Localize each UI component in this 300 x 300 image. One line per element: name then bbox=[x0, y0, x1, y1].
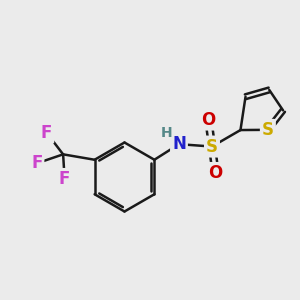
Text: S: S bbox=[262, 121, 274, 139]
Text: F: F bbox=[59, 170, 70, 188]
Text: F: F bbox=[41, 124, 52, 142]
Text: H: H bbox=[160, 126, 172, 140]
Text: O: O bbox=[208, 164, 223, 182]
Text: F: F bbox=[31, 154, 42, 172]
Text: N: N bbox=[172, 135, 186, 153]
Text: O: O bbox=[201, 110, 215, 128]
Text: S: S bbox=[206, 137, 218, 155]
